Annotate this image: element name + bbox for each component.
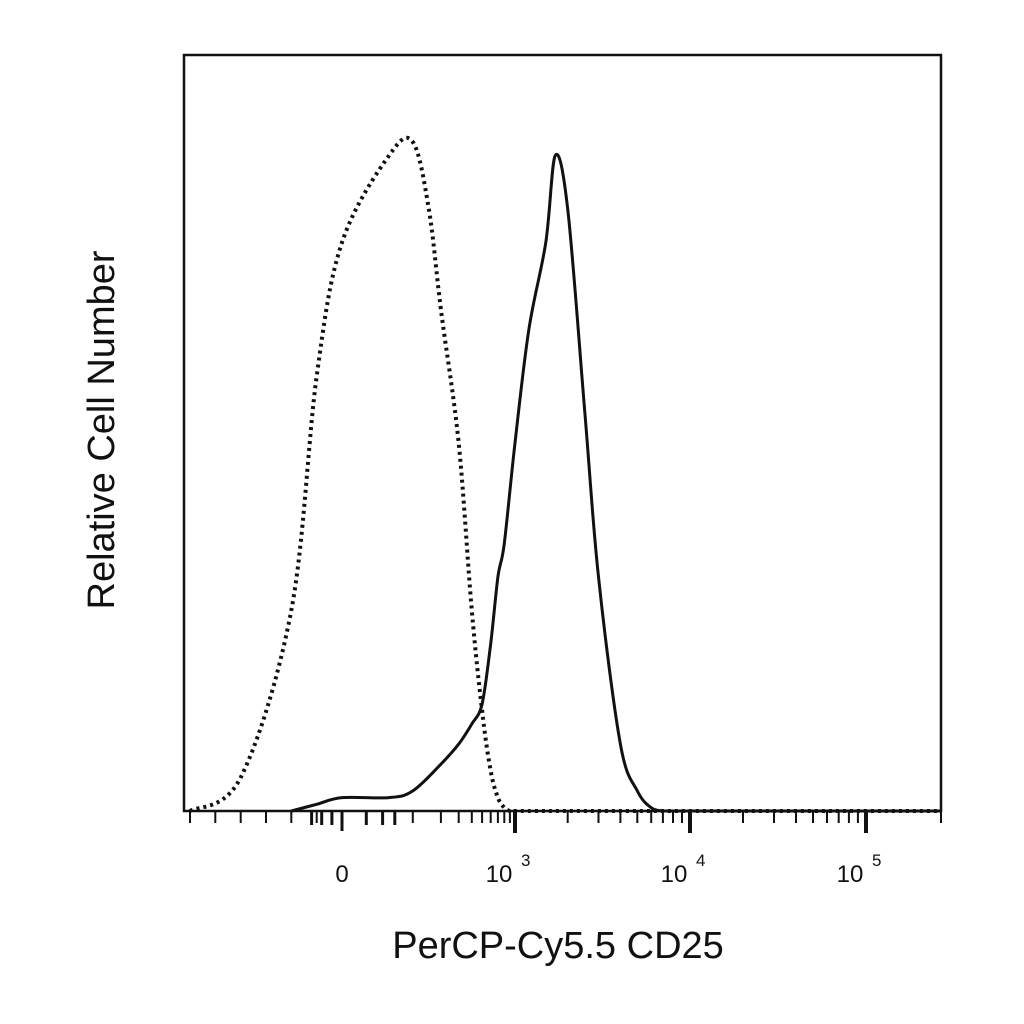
x-tick-label: 10 (661, 861, 688, 888)
series-cd25-solid-line (290, 152, 941, 813)
x-axis-title: PerCP-Cy5.5 CD25 (392, 925, 724, 967)
x-tick-label: 10 (837, 861, 864, 888)
series-layer (188, 135, 941, 813)
x-tick-label-exponent: 5 (872, 851, 881, 870)
x-tick-label-exponent: 4 (696, 851, 705, 870)
x-axis-ticks (189, 811, 942, 833)
plot-frame (182, 53, 943, 813)
x-tick-label: 0 (335, 861, 348, 888)
x-tick-label: 10 (486, 861, 513, 888)
x-axis-tick-labels: 0 10 3 10 4 10 5 (335, 851, 881, 888)
x-tick-label-exponent: 3 (521, 851, 530, 870)
series-isotype-dotted-line (188, 135, 941, 813)
y-axis-title: Relative Cell Number (81, 250, 123, 609)
